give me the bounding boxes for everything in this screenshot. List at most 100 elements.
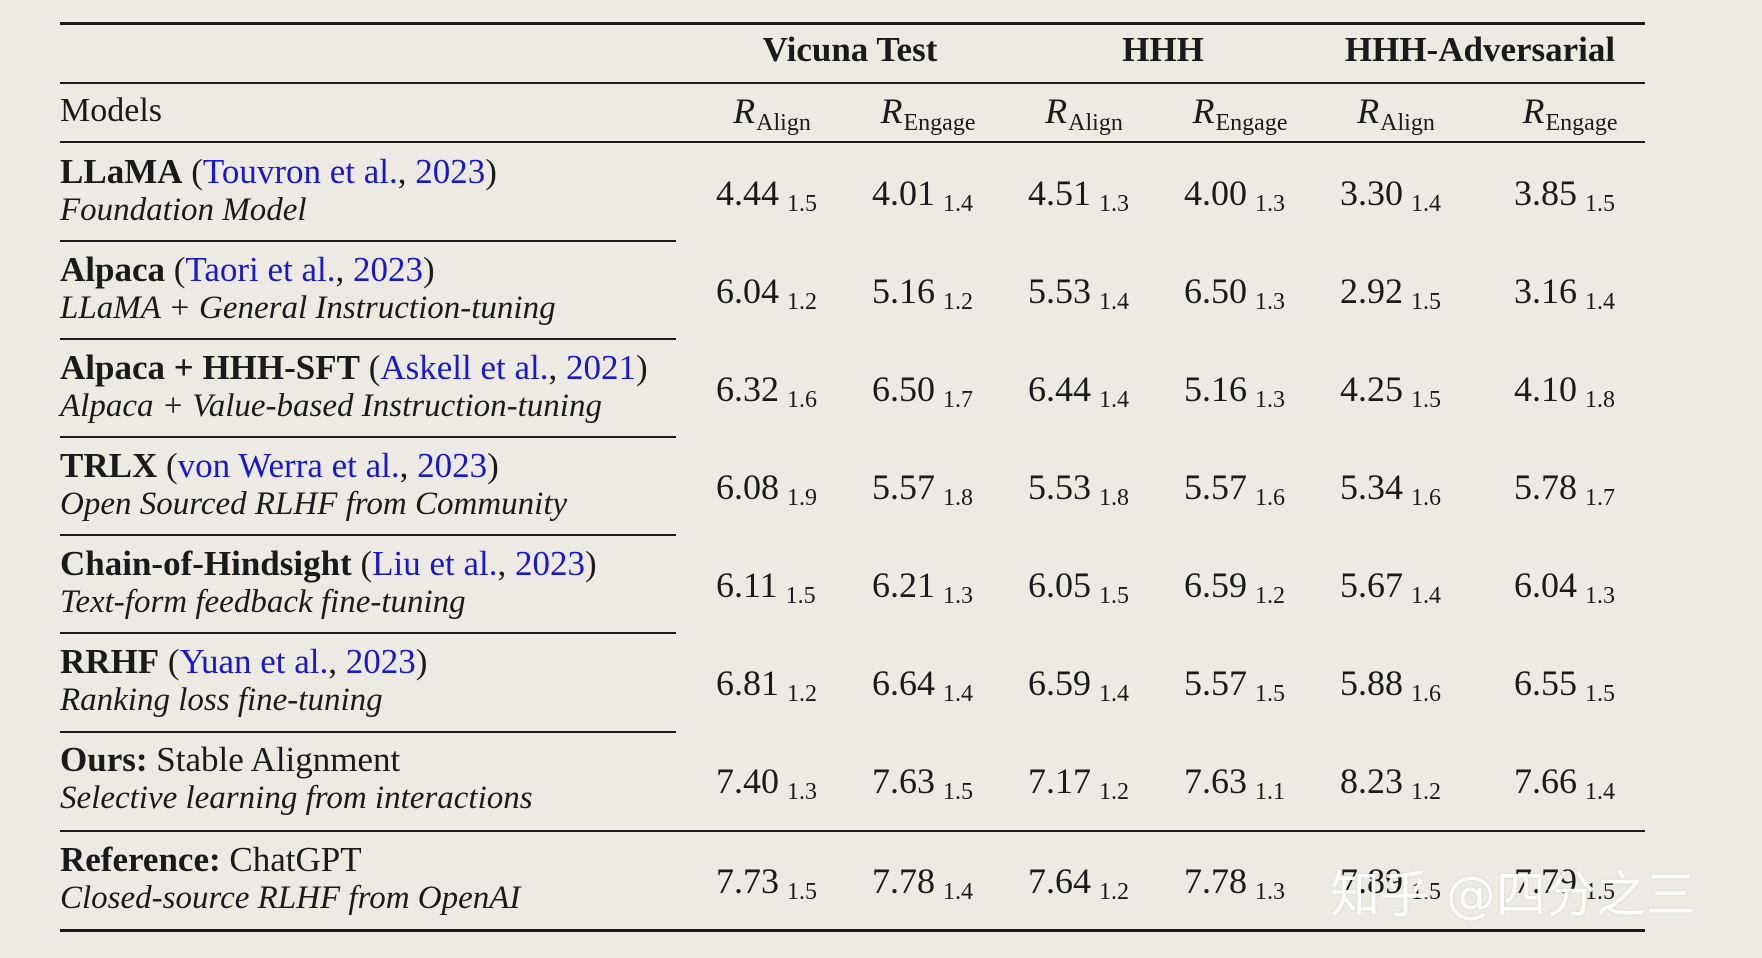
score-cell: 5.53 1.8 — [1028, 466, 1129, 512]
score-cell: 4.00 1.3 — [1184, 172, 1285, 218]
metric-symbol: R — [1192, 91, 1215, 131]
row-separator — [60, 338, 676, 340]
model-title: Ours: Stable Alignment — [60, 740, 400, 780]
model-title: TRLX (von Werra et al., 2023) — [60, 446, 499, 486]
score-mean: 7.78 — [872, 861, 935, 901]
score-cell: 5.16 1.3 — [1184, 368, 1285, 414]
score-mean: 3.30 — [1340, 173, 1403, 213]
score-mean: 7.17 — [1028, 761, 1091, 801]
score-cell: 5.16 1.2 — [872, 270, 973, 316]
models-column-header: Models — [60, 92, 162, 129]
metric-subscript: Align — [1068, 110, 1123, 136]
model-plain-name: Stable Alignment — [147, 740, 401, 779]
score-cell: 6.08 1.9 — [716, 466, 817, 512]
citation-open: ( — [351, 544, 373, 583]
header-rule — [60, 141, 1645, 143]
metric-symbol: R — [1045, 91, 1068, 131]
citation-link[interactable]: Touvron et al. — [202, 152, 398, 191]
citation-year-link[interactable]: 2023 — [515, 544, 586, 583]
metric-column-header: REngage — [1193, 90, 1288, 137]
score-mean: 7.64 — [1028, 861, 1091, 901]
score-mean: 7.89 — [1340, 861, 1403, 901]
citation-separator: , — [328, 642, 346, 681]
score-cell: 6.44 1.4 — [1028, 368, 1129, 414]
citation-year-link[interactable]: 2023 — [417, 446, 488, 485]
score-std: 1.6 — [787, 387, 817, 413]
score-cell: 6.64 1.4 — [872, 662, 973, 708]
citation-close: ) — [423, 250, 435, 289]
score-mean: 6.59 — [1028, 663, 1091, 703]
metric-column-header: REngage — [881, 90, 976, 137]
metric-symbol: R — [880, 91, 903, 131]
score-std: 1.2 — [1255, 583, 1285, 609]
score-std: 1.3 — [787, 779, 817, 805]
citation-close: ) — [585, 544, 597, 583]
citation-close: ) — [415, 642, 428, 681]
citation-separator: , — [399, 446, 418, 485]
citation-link[interactable]: Yuan et al. — [179, 642, 329, 681]
score-cell: 7.78 1.4 — [872, 860, 973, 906]
group-header: Vicuna Test — [762, 30, 938, 69]
bottom-rule — [60, 929, 1645, 932]
citation-year-link[interactable]: 2023 — [415, 152, 486, 191]
score-mean: 5.16 — [872, 271, 935, 311]
score-mean: 7.78 — [1184, 861, 1247, 901]
score-mean: 4.01 — [872, 173, 935, 213]
score-mean: 7.63 — [1184, 761, 1247, 801]
score-std: 1.4 — [1585, 779, 1615, 805]
model-name: LLaMA — [60, 152, 183, 191]
citation-link[interactable]: Taori et al. — [185, 250, 336, 289]
metric-column-header: RAlign — [733, 90, 811, 137]
score-std: 1.5 — [1099, 583, 1129, 609]
score-std: 1.4 — [1099, 289, 1129, 315]
score-cell: 6.11 1.5 — [716, 564, 816, 610]
model-description: Selective learning from interactions — [60, 780, 533, 816]
model-description: LLaMA + General Instruction-tuning — [60, 290, 556, 326]
score-mean: 7.73 — [716, 861, 779, 901]
score-mean: 6.50 — [872, 369, 935, 409]
score-std: 1.3 — [1255, 289, 1285, 315]
score-cell: 4.51 1.3 — [1028, 172, 1129, 218]
citation-year-link[interactable]: 2021 — [566, 348, 637, 387]
metric-subscript: Engage — [1545, 110, 1618, 136]
score-mean: 2.92 — [1340, 271, 1403, 311]
score-cell: 3.30 1.4 — [1340, 172, 1441, 218]
citation-link[interactable]: von Werra et al. — [177, 446, 400, 485]
score-cell: 3.85 1.5 — [1514, 172, 1615, 218]
score-cell: 7.73 1.5 — [716, 860, 817, 906]
metric-column-header: RAlign — [1357, 90, 1435, 137]
score-std: 1.5 — [1585, 191, 1615, 217]
citation-year-link[interactable]: 2023 — [353, 250, 424, 289]
score-mean: 8.23 — [1340, 761, 1403, 801]
model-description: Closed-source RLHF from OpenAI — [60, 880, 521, 916]
score-std: 1.7 — [1585, 485, 1615, 511]
citation-separator: , — [335, 250, 354, 289]
score-cell: 4.25 1.5 — [1340, 368, 1441, 414]
score-cell: 7.66 1.4 — [1514, 760, 1615, 806]
row-separator — [60, 436, 676, 438]
score-cell: 6.50 1.3 — [1184, 270, 1285, 316]
score-mean: 6.04 — [716, 271, 779, 311]
row-separator — [60, 534, 676, 536]
score-cell: 6.21 1.3 — [872, 564, 973, 610]
citation-link[interactable]: Askell et al. — [380, 348, 549, 387]
citation-close: ) — [487, 446, 499, 485]
model-description: Ranking loss fine-tuning — [60, 682, 383, 718]
score-cell: 7.17 1.2 — [1028, 760, 1129, 806]
citation-year-link[interactable]: 2023 — [345, 642, 416, 681]
score-mean: 6.59 — [1184, 565, 1247, 605]
score-cell: 7.89 1.5 — [1340, 860, 1441, 906]
score-mean: 6.64 — [872, 663, 935, 703]
score-mean: 5.67 — [1340, 565, 1403, 605]
model-description: Text-form feedback fine-tuning — [60, 584, 466, 620]
model-title: RRHF (Yuan et al., 2023) — [60, 642, 427, 682]
score-std: 1.3 — [1255, 387, 1285, 413]
watermark: 知乎 @四分之三 — [1330, 866, 1696, 924]
citation-link[interactable]: Liu et al. — [372, 544, 498, 583]
score-cell: 7.78 1.3 — [1184, 860, 1285, 906]
score-cell: 8.23 1.2 — [1340, 760, 1441, 806]
score-std: 1.6 — [1411, 485, 1441, 511]
model-plain-name: ChatGPT — [220, 840, 362, 879]
score-cell: 7.40 1.3 — [716, 760, 817, 806]
model-title: Chain-of-Hindsight (Liu et al., 2023) — [60, 544, 597, 584]
